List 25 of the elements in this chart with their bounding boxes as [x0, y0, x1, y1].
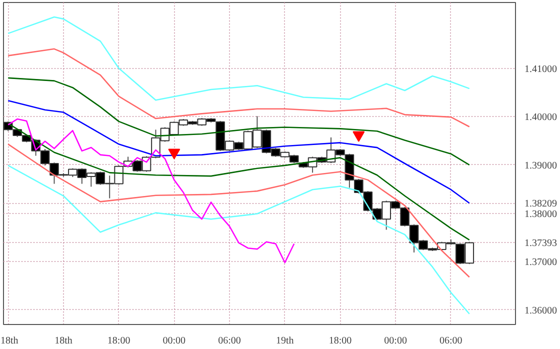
y-tick-label: 1.38000 [524, 208, 557, 220]
y-tick-label: 1.39000 [524, 160, 557, 172]
line-series [7, 100, 470, 204]
line-series [7, 77, 470, 166]
x-tick-label: 19th [276, 336, 294, 346]
x-tick-label: 00:00 [384, 336, 407, 346]
line-series [7, 118, 295, 264]
line-series [7, 164, 470, 315]
x-tick-label: 06:00 [440, 336, 462, 346]
y-tick-label: 1.40000 [524, 112, 557, 124]
y-tick-label: 1.37393 [524, 238, 557, 250]
x-tick-label: 18:00 [107, 336, 130, 346]
line-series [7, 144, 470, 278]
x-tick-label: 18:00 [328, 336, 352, 346]
x-tick-label: 18th [54, 336, 72, 346]
line-series [7, 122, 470, 241]
line-series [7, 16, 470, 101]
y-tick-label: 1.41000 [524, 64, 557, 75]
y-tick-label: 1.37000 [524, 257, 557, 268]
x-tick-label: 00:00 [162, 336, 186, 346]
y-tick-label: 1.38209 [524, 198, 557, 210]
line-series [7, 48, 470, 128]
x-tick-label: 18th [0, 336, 18, 346]
x-tick-label: 06:00 [218, 336, 241, 346]
y-tick-label: 1.36000 [524, 305, 557, 316]
